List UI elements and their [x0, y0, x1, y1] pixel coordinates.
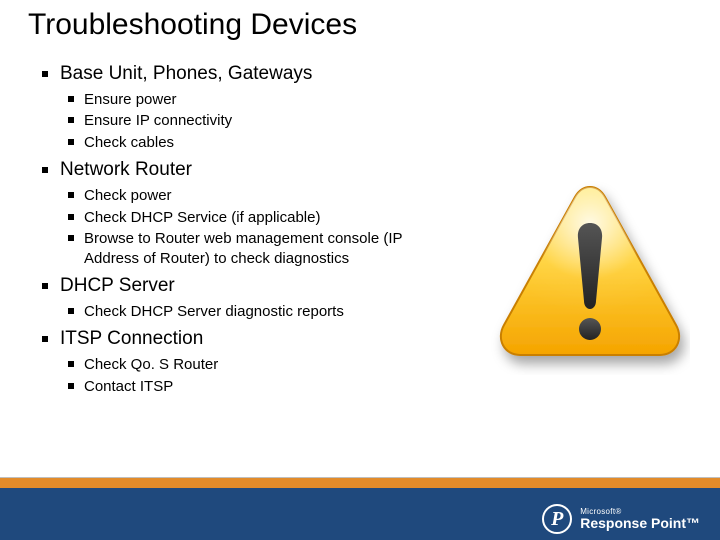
- list-item: Ensure power: [62, 90, 456, 110]
- logo-mark-icon: P: [542, 504, 572, 534]
- logo-glyph: P: [551, 509, 563, 529]
- list-item: Browse to Router web management console …: [62, 229, 456, 268]
- list-item: Check DHCP Server diagnostic reports: [62, 302, 456, 322]
- section-heading: Base Unit, Phones, Gateways: [36, 62, 456, 86]
- slide-title: Troubleshooting Devices: [28, 8, 357, 42]
- list-item: Contact ITSP: [62, 377, 456, 397]
- list-item: Check Qo. S Router: [62, 355, 456, 375]
- list-item: Ensure IP connectivity: [62, 111, 456, 131]
- list-item: Check power: [62, 186, 456, 206]
- logo-text-bottom: Response Point™: [580, 516, 700, 530]
- section-heading: Network Router: [36, 158, 456, 182]
- slide: { "title": "Troubleshooting Devices", "s…: [0, 0, 720, 540]
- section-heading: ITSP Connection: [36, 327, 456, 351]
- logo-text: Microsoft® Response Point™: [580, 508, 700, 530]
- section-heading: DHCP Server: [36, 274, 456, 298]
- footer-bar: P Microsoft® Response Point™: [0, 488, 720, 540]
- footer-accent-bar: [0, 478, 720, 488]
- list-item: Check DHCP Service (if applicable): [62, 208, 456, 228]
- warning-icon: [490, 175, 690, 375]
- brand-logo: P Microsoft® Response Point™: [542, 504, 700, 534]
- list-item: Check cables: [62, 133, 456, 153]
- slide-content: Base Unit, Phones, Gateways Ensure power…: [36, 56, 456, 398]
